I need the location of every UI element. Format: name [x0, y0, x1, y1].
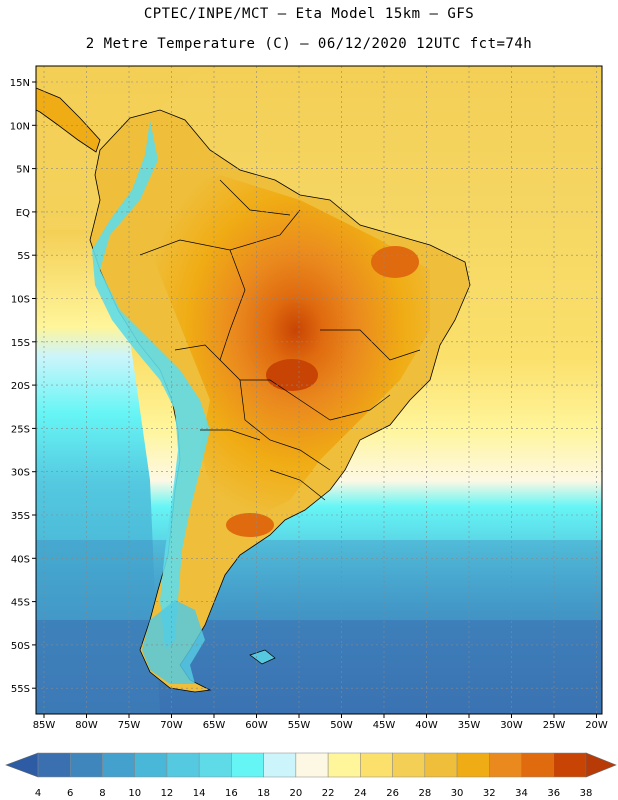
- hotspot-pantanal: [266, 359, 318, 391]
- lon-label: 45W: [373, 720, 396, 731]
- patagonia-south: [142, 600, 205, 684]
- colorbar-value: 8: [99, 788, 105, 799]
- colorbar-value: 22: [322, 788, 335, 799]
- colorbar-low-arrow: [5, 752, 39, 778]
- colorbar-swatch: [327, 752, 361, 778]
- lat-label: 25S: [11, 424, 30, 435]
- lat-label: 15S: [11, 338, 30, 349]
- colorbar-swatch: [360, 752, 393, 778]
- colorbar-labels: 4 6 8 10 12 14 16 18 20 22 24 26 28 30 32 34 36 38: [35, 788, 593, 799]
- colorbar-value: 20: [290, 788, 303, 799]
- lat-label: 40S: [11, 554, 30, 565]
- colorbar: [5, 752, 617, 778]
- lat-label: 45S: [11, 598, 30, 609]
- lon-label: 25W: [543, 720, 566, 731]
- colorbar-value: 18: [257, 788, 270, 799]
- lon-label: 30W: [500, 720, 523, 731]
- lat-label: 15N: [10, 78, 30, 89]
- colorbar-swatch: [102, 752, 135, 778]
- longitude-labels: 85W 80W 75W 70W 65W 60W 55W 50W 45W 40W 35W 30W 25W 2…: [33, 714, 608, 731]
- colorbar-swatch: [521, 752, 555, 778]
- lat-label: 10S: [11, 295, 30, 306]
- colorbar-value: 26: [386, 788, 399, 799]
- colorbar-swatch: [166, 752, 200, 778]
- hotspot-northeast: [371, 246, 419, 278]
- colorbar-value: 30: [451, 788, 464, 799]
- colorbar-high-arrow: [585, 752, 617, 778]
- lat-label: 35S: [11, 511, 30, 522]
- colorbar-value: 14: [193, 788, 206, 799]
- colorbar-value: 36: [547, 788, 560, 799]
- colorbar-swatch: [424, 752, 458, 778]
- colorbar-swatch: [231, 752, 264, 778]
- falkland-islands: [249, 649, 276, 665]
- lat-label: 5N: [16, 165, 30, 176]
- colorbar-value: 28: [418, 788, 431, 799]
- lat-label: 50S: [11, 641, 30, 652]
- graticule: [36, 66, 602, 714]
- southern-ocean-cold: [36, 620, 602, 714]
- country-borders: [139, 179, 421, 501]
- lat-label: 5S: [17, 251, 30, 262]
- lat-label: 20S: [11, 381, 30, 392]
- lat-label: EQ: [16, 208, 30, 219]
- colorbar-value: 24: [354, 788, 367, 799]
- warm-interior: [150, 175, 430, 520]
- lon-label: 70W: [160, 720, 183, 731]
- lon-label: 40W: [415, 720, 438, 731]
- colorbar-value: 10: [128, 788, 141, 799]
- lon-label: 85W: [33, 720, 56, 731]
- lon-label: 65W: [203, 720, 226, 731]
- lat-label: 10N: [10, 121, 30, 132]
- colorbar-swatch: [263, 752, 297, 778]
- map-area: [35, 66, 602, 714]
- colorbar-swatch: [198, 752, 232, 778]
- lat-label: 55S: [11, 684, 30, 695]
- hotspot-pampas: [226, 513, 274, 537]
- ocean-pacific-north: [36, 66, 200, 420]
- latitude-labels: 15N 10N 5N EQ 5S 10S 15S 20S 25S 30S 35S 40S 45S 50S 5…: [10, 78, 36, 695]
- colorbar-value: 16: [225, 788, 238, 799]
- colorbar-value: 4: [35, 788, 41, 799]
- colorbar-value: 6: [67, 788, 73, 799]
- lat-label: 30S: [11, 468, 30, 479]
- colorbar-swatch: [553, 752, 587, 778]
- lon-label: 55W: [288, 720, 311, 731]
- central-america-land: [35, 87, 101, 153]
- title-line-2: 2 Metre Temperature (C) – 06/12/2020 12U…: [85, 36, 533, 52]
- title-line-1: CPTEC/INPE/MCT – Eta Model 15km – GFS: [143, 6, 475, 22]
- lon-label: 20W: [585, 720, 608, 731]
- lon-label: 75W: [118, 720, 141, 731]
- andes-cold-strip: [92, 120, 210, 650]
- colorbar-swatch: [134, 752, 168, 778]
- colorbar-swatch: [69, 752, 103, 778]
- colorbar-swatch: [456, 752, 490, 778]
- lon-label: 60W: [245, 720, 268, 731]
- colorbar-value: 12: [161, 788, 174, 799]
- colorbar-value: 32: [483, 788, 496, 799]
- colorbar-value: 38: [580, 788, 593, 799]
- colorbar-swatch: [392, 752, 426, 778]
- colorbar-value: 34: [515, 788, 528, 799]
- lon-label: 50W: [330, 720, 353, 731]
- lon-label: 35W: [458, 720, 481, 731]
- colorbar-swatch: [489, 752, 522, 778]
- map-frame: [35, 65, 603, 715]
- colorbar-swatch: [295, 752, 329, 778]
- colorbar-swatch: [37, 752, 71, 778]
- lon-label: 80W: [75, 720, 98, 731]
